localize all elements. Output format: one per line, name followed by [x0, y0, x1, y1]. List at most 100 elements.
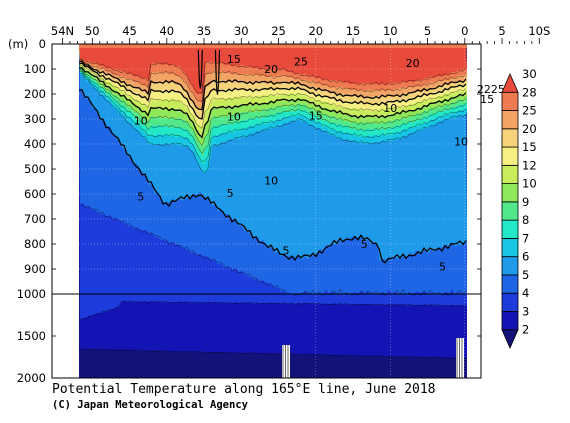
- colorbar-segment: [501, 164, 519, 184]
- svg-text:5: 5: [439, 261, 446, 274]
- svg-text:2225: 2225: [477, 83, 505, 96]
- colorbar-segment: [501, 292, 519, 312]
- contour-label: 5: [227, 187, 234, 200]
- svg-text:25: 25: [294, 56, 308, 69]
- colorbar-label: 9: [522, 195, 529, 209]
- colorbar-label: 7: [522, 231, 529, 245]
- x-tick-label: 0: [461, 24, 468, 38]
- colorbar-segment: [501, 201, 519, 221]
- colorbar-label: 20: [522, 122, 537, 136]
- colorbar-label: 4: [522, 286, 529, 300]
- colorbar-segment: [501, 73, 519, 93]
- colorbar-label: 8: [522, 213, 529, 227]
- y-tick-label: 600: [24, 187, 46, 201]
- svg-text:10: 10: [227, 111, 241, 124]
- contour-label: 5: [361, 238, 368, 251]
- axes: 54N 50 45 40 35 30 25 20 15 10 5 0 5 10S0100200300400…: [8, 24, 550, 385]
- colorbar-label: 2: [522, 323, 529, 337]
- x-tick-label: 5: [424, 24, 431, 38]
- x-tick-label: 10: [383, 24, 398, 38]
- contour-label: 10: [383, 102, 397, 115]
- colorbar-segment: [501, 311, 519, 331]
- svg-text:5: 5: [283, 244, 290, 257]
- colorbar: 2 3 4 5 6 7 8 9 10 12 15 20 25 28 30: [501, 67, 537, 349]
- contour-label: 15: [480, 93, 494, 106]
- contour-label: 25: [294, 56, 308, 69]
- seafloor-mark: [282, 345, 290, 378]
- contour-label: 2225: [477, 83, 505, 96]
- seafloor-mark: [456, 338, 464, 378]
- svg-text:10: 10: [383, 102, 397, 115]
- colorbar-segment: [501, 237, 519, 258]
- contour-label: 10: [134, 114, 148, 127]
- svg-text:10: 10: [134, 114, 148, 127]
- contour-label: 5: [439, 261, 446, 274]
- colorbar-segment: [501, 219, 519, 239]
- y-tick-label: 500: [24, 162, 46, 176]
- colorbar-label: 3: [522, 304, 529, 318]
- contour-label: 15: [227, 53, 241, 66]
- svg-text:5: 5: [137, 191, 144, 204]
- y-tick-label: 900: [24, 262, 46, 276]
- colorbar-segment: [501, 183, 519, 203]
- x-tick-label: 54N: [51, 24, 74, 38]
- colorbar-label: 28: [522, 85, 537, 99]
- svg-text:5: 5: [227, 187, 234, 200]
- colorbar-label: 5: [522, 268, 529, 282]
- contour-label: 20: [406, 57, 420, 70]
- colorbar-segment: [501, 329, 519, 349]
- seafloor-marks: [282, 338, 464, 378]
- colorbar-segment: [501, 128, 519, 148]
- svg-text:15: 15: [309, 109, 323, 122]
- x-tick-label: 50: [85, 24, 100, 38]
- colorbar-label: 10: [522, 177, 537, 191]
- colorbar-label: 15: [522, 140, 537, 154]
- y-tick-label: 1000: [17, 287, 46, 301]
- svg-text:5: 5: [361, 238, 368, 251]
- y-tick-label: 200: [24, 87, 46, 101]
- svg-text:10: 10: [264, 174, 278, 187]
- contour-label: 10: [264, 174, 278, 187]
- colorbar-label: 6: [522, 250, 529, 264]
- x-tick-label: 35: [197, 24, 212, 38]
- chart-credit: (C) Japan Meteorological Agency: [52, 399, 249, 411]
- x-tick-label: 30: [234, 24, 249, 38]
- colorbar-label: 30: [522, 67, 537, 81]
- x-tick-label: 25: [271, 24, 286, 38]
- contour-label: 5: [137, 191, 144, 204]
- y-tick-label: 800: [24, 237, 46, 251]
- colorbar-segment: [501, 274, 519, 294]
- x-tick-label: 5: [498, 24, 505, 38]
- y-tick-label: 700: [24, 212, 46, 226]
- colorbar-segment: [501, 110, 519, 130]
- contour-label: 10: [227, 111, 241, 124]
- colorbar-label: 12: [522, 158, 537, 172]
- contour-label: 5: [283, 244, 290, 257]
- colorbar-segment: [501, 91, 519, 111]
- y-tick-label: 2000: [17, 371, 46, 385]
- colorbar-label: 25: [522, 104, 537, 118]
- contour-field: [52, 44, 481, 378]
- colorbar-segment: [501, 146, 519, 166]
- svg-text:20: 20: [264, 63, 278, 76]
- contour-label: 20: [264, 63, 278, 76]
- x-tick-label: 15: [346, 24, 361, 38]
- y-axis-label: (m): [8, 37, 28, 51]
- svg-text:15: 15: [480, 93, 494, 106]
- y-tick-label: 400: [24, 137, 46, 151]
- x-tick-label: 45: [122, 24, 137, 38]
- colorbar-segment: [501, 256, 519, 276]
- x-tick-label: 10S: [528, 24, 550, 38]
- y-tick-label: 300: [24, 112, 46, 126]
- svg-text:15: 15: [227, 53, 241, 66]
- contour-label: 15: [309, 109, 323, 122]
- x-tick-label: 40: [159, 24, 174, 38]
- svg-text:20: 20: [406, 57, 420, 70]
- svg-text:10: 10: [454, 136, 468, 149]
- y-tick-label: 100: [24, 62, 46, 76]
- y-tick-label: 1500: [17, 329, 46, 343]
- y-tick-label: 0: [39, 37, 46, 51]
- x-tick-label: 20: [308, 24, 323, 38]
